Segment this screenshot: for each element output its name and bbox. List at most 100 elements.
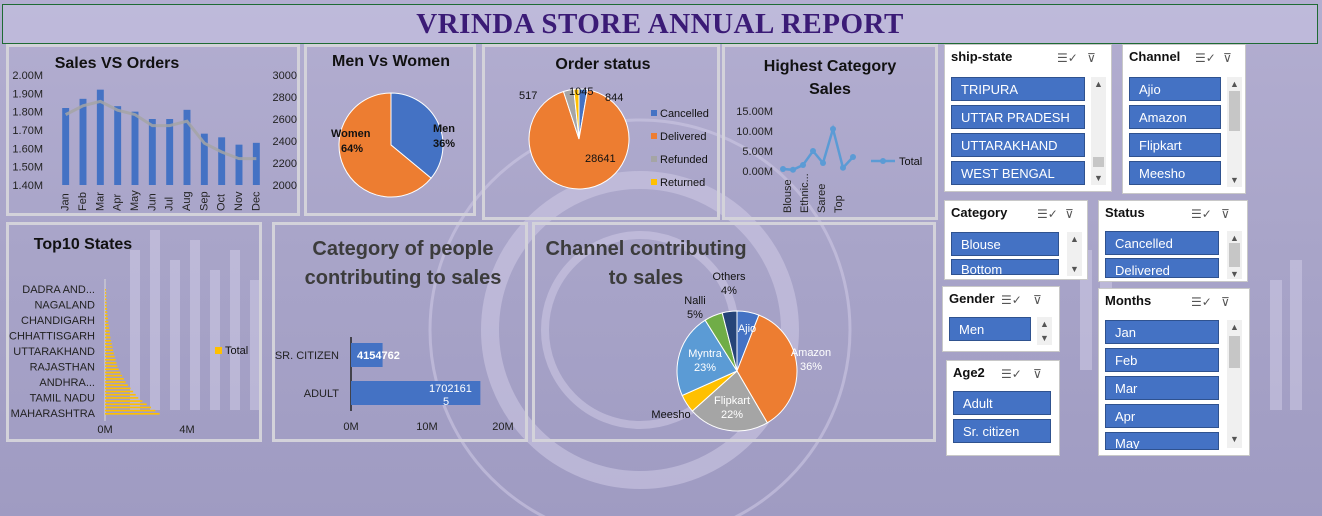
legend-label: Refunded xyxy=(660,154,708,166)
slicer-item[interactable]: Men xyxy=(949,317,1031,341)
slice-returned xyxy=(573,88,580,140)
scroll-up-icon[interactable]: ▲ xyxy=(1094,79,1103,89)
slicer-item[interactable]: Bottom xyxy=(951,259,1059,275)
multi-select-icon[interactable]: ☰✓ xyxy=(1001,367,1022,381)
multi-select-icon[interactable]: ☰✓ xyxy=(1191,295,1212,309)
bar xyxy=(105,330,110,332)
slicer-item[interactable]: Meesho xyxy=(1129,161,1221,185)
x-tick-label: Jan xyxy=(60,193,72,211)
scroll-down-icon[interactable]: ▼ xyxy=(1070,264,1079,274)
scroll-down-icon[interactable]: ▼ xyxy=(1230,175,1239,185)
data-point xyxy=(820,160,826,166)
multi-select-icon[interactable]: ☰✓ xyxy=(1191,207,1212,221)
men-vs-women-title: Men Vs Women xyxy=(332,53,450,70)
slicer-item[interactable]: UTTARAKHAND xyxy=(951,133,1085,157)
scroll-thumb[interactable] xyxy=(1229,243,1240,267)
clear-filter-icon[interactable]: ⊽ xyxy=(1221,207,1230,221)
slicer-item[interactable]: Blouse xyxy=(951,232,1059,256)
slicer-item[interactable]: Apr xyxy=(1105,404,1219,428)
scrollbar[interactable]: ▲ ▼ xyxy=(1227,231,1242,279)
slicer-item[interactable]: Flipkart xyxy=(1129,133,1221,157)
category-people-panel: Category of people contributing to sales… xyxy=(272,222,528,442)
slice-others xyxy=(721,310,738,372)
scroll-down-icon[interactable]: ▼ xyxy=(1230,434,1239,444)
y-tick-label: ADULT xyxy=(304,388,340,400)
multi-select-icon[interactable]: ☰✓ xyxy=(1195,51,1216,65)
scrollbar[interactable]: ▲ ▼ xyxy=(1067,232,1082,276)
slicer-months-header: Months xyxy=(1105,293,1152,308)
bar xyxy=(131,111,139,185)
multi-select-icon[interactable]: ☰✓ xyxy=(1037,207,1058,221)
bar xyxy=(105,339,112,342)
scroll-thumb[interactable] xyxy=(1093,157,1104,167)
scroll-up-icon[interactable]: ▲ xyxy=(1230,233,1239,243)
slicer-status-header: Status xyxy=(1105,205,1145,220)
legend-swatch xyxy=(651,133,657,139)
data-label-refunded: 1045 xyxy=(569,86,593,98)
scrollbar[interactable]: ▲ ▼ xyxy=(1227,77,1242,187)
multi-select-icon[interactable]: ☰✓ xyxy=(1001,293,1022,307)
scrollbar[interactable]: ▲ ▼ xyxy=(1091,77,1106,185)
slicer-item[interactable]: Cancelled xyxy=(1105,231,1219,255)
x-tick-label: Dec xyxy=(250,191,262,211)
slicer-channel[interactable]: Channel ☰✓ ⊽ Ajio Amazon Flipkart Meesho… xyxy=(1122,44,1246,194)
bar xyxy=(105,343,112,345)
slicer-item[interactable]: Ajio xyxy=(1129,77,1221,101)
scroll-thumb[interactable] xyxy=(1229,336,1240,368)
data-label-flipkart: Flipkart xyxy=(714,395,750,407)
y-tick-label: 1.80M xyxy=(12,107,43,119)
order-status-title: Order status xyxy=(555,56,651,73)
data-label-cancelled: 844 xyxy=(605,92,623,104)
slicer-ship-state[interactable]: ship-state ☰✓ ⊽ TRIPURA UTTAR PRADESH UT… xyxy=(944,44,1112,192)
slicer-item[interactable]: UTTAR PRADESH xyxy=(951,105,1085,129)
report-title: VRINDA STORE ANNUAL REPORT xyxy=(416,8,904,40)
slicer-item[interactable]: Adult xyxy=(953,391,1051,415)
clear-filter-icon[interactable]: ⊽ xyxy=(1223,51,1232,65)
y-tick-label: NAGALAND xyxy=(34,300,95,312)
clear-filter-icon[interactable]: ⊽ xyxy=(1065,207,1074,221)
slicer-age[interactable]: Age2 ☰✓ ⊽ Adult Sr. citizen xyxy=(946,360,1060,456)
slicer-item[interactable]: WEST BENGAL xyxy=(951,161,1085,185)
y-tick-label: 1.50M xyxy=(12,162,43,174)
slicer-item[interactable]: Amazon xyxy=(1129,105,1221,129)
scrollbar[interactable]: ▲ ▼ xyxy=(1037,317,1052,345)
y-tick-label: UTTARAKHAND xyxy=(13,346,95,358)
slicer-status[interactable]: Status ☰✓ ⊽ Cancelled Delivered ▲ ▼ xyxy=(1098,200,1248,282)
clear-filter-icon[interactable]: ⊽ xyxy=(1087,51,1096,65)
clear-filter-icon[interactable]: ⊽ xyxy=(1033,293,1042,307)
scroll-down-icon[interactable]: ▼ xyxy=(1094,173,1103,183)
slicer-item[interactable]: Jan xyxy=(1105,320,1219,344)
order-status-panel: Order status 28641 844 1045 517 Cancelled Del… xyxy=(482,44,720,220)
clear-filter-icon[interactable]: ⊽ xyxy=(1033,367,1042,381)
slicer-item[interactable]: May xyxy=(1105,432,1219,450)
x-tick-label: Sep xyxy=(198,191,210,211)
slicer-item[interactable]: Mar xyxy=(1105,376,1219,400)
slicer-item[interactable]: Feb xyxy=(1105,348,1219,372)
x-tick-label: 0M xyxy=(97,424,112,436)
slicer-months[interactable]: Months ☰✓ ⊽ Jan Feb Mar Apr May ▲ ▼ xyxy=(1098,288,1250,456)
y2-tick-label: 3000 xyxy=(273,70,297,82)
slicer-category[interactable]: Category ☰✓ ⊽ Blouse Bottom ▲ ▼ xyxy=(944,200,1088,280)
slicer-gender[interactable]: Gender ☰✓ ⊽ Men ▲ ▼ xyxy=(942,286,1060,352)
slicer-item[interactable]: Delivered xyxy=(1105,258,1219,278)
bar xyxy=(105,323,109,326)
slicer-item[interactable]: Sr. citizen xyxy=(953,419,1051,443)
top10-states-title: Top10 States xyxy=(33,236,133,253)
bar xyxy=(105,349,114,352)
scrollbar[interactable]: ▲ ▼ xyxy=(1227,320,1242,448)
scroll-up-icon[interactable]: ▲ xyxy=(1040,319,1049,329)
multi-select-icon[interactable]: ☰✓ xyxy=(1057,51,1078,65)
bar xyxy=(105,346,113,348)
slicer-item[interactable]: TRIPURA xyxy=(951,77,1085,101)
bar xyxy=(105,409,156,412)
scroll-thumb[interactable] xyxy=(1229,91,1240,131)
data-label-meesho: Meesho xyxy=(651,409,690,421)
scroll-up-icon[interactable]: ▲ xyxy=(1230,322,1239,332)
scroll-up-icon[interactable]: ▲ xyxy=(1070,234,1079,244)
scroll-up-icon[interactable]: ▲ xyxy=(1230,79,1239,89)
x-tick-label: Aug xyxy=(181,191,193,211)
bar xyxy=(105,365,118,367)
scroll-down-icon[interactable]: ▼ xyxy=(1230,269,1239,279)
scroll-down-icon[interactable]: ▼ xyxy=(1040,333,1049,343)
clear-filter-icon[interactable]: ⊽ xyxy=(1221,295,1230,309)
